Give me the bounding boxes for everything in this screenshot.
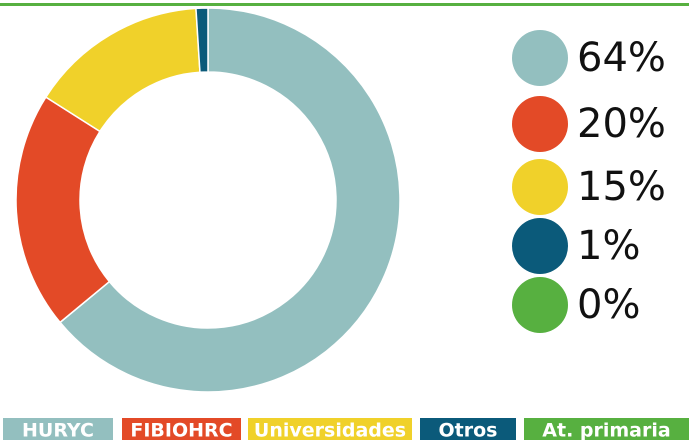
category-box — [248, 418, 412, 440]
legend-swatch — [512, 159, 568, 215]
category-label: At. primaria — [542, 420, 670, 440]
legend-label: 64% — [577, 35, 666, 81]
category-box — [524, 418, 689, 440]
legend-swatch — [512, 30, 568, 86]
legend-label: 0% — [577, 282, 640, 328]
category-label: FIBIOHRC — [130, 420, 232, 440]
legend-label: 15% — [577, 164, 666, 210]
slice — [59, 7, 401, 393]
slice — [195, 7, 209, 74]
category-label: Otros — [439, 420, 498, 440]
legend-label: 1% — [577, 223, 640, 269]
category-box — [122, 418, 241, 440]
category-label: Universidades — [254, 420, 406, 440]
top-rule — [0, 3, 689, 6]
category-label: HURYC — [22, 420, 94, 440]
slice — [15, 96, 111, 324]
legend-swatch — [512, 96, 568, 152]
legend-swatch — [512, 277, 568, 333]
legend-label: 20% — [577, 101, 666, 147]
legend-swatch — [512, 218, 568, 274]
category-box — [3, 418, 113, 440]
category-box — [420, 418, 516, 440]
